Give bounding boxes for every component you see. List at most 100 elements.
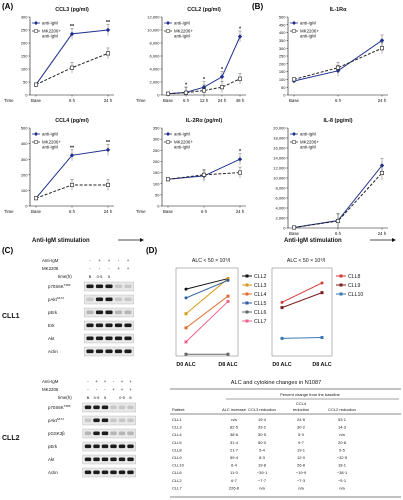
blot-band (114, 349, 123, 354)
x-tick-label: 12 h (200, 98, 209, 103)
blot1-rows: p70S6KT389 pAktS473 pErk Erk Akt Actin (48, 281, 134, 357)
lane-mk2206: + (127, 266, 130, 271)
data-point (379, 171, 384, 176)
y-tick-label: 150 (153, 170, 160, 175)
table-cell: 14·3 (338, 425, 347, 430)
data-point (105, 27, 111, 33)
significance-mark: * (203, 77, 206, 83)
blot-band (110, 444, 117, 449)
panel-label-c: (C) (2, 246, 13, 255)
y-tick-label: 500 (21, 126, 28, 131)
table-row: CLL4 38·6 30·5 5·3 n/a (172, 432, 346, 437)
table-cell: n/a (259, 485, 265, 490)
blot-band (86, 349, 94, 354)
x-tick-label: 24 h (104, 98, 113, 103)
table-column-header: Patient (172, 407, 185, 412)
table-cell: CLL10 (172, 463, 185, 468)
table-cell: −38·1 (337, 470, 348, 475)
legend-marker (339, 274, 343, 278)
blot-band (124, 284, 132, 289)
lane-mk2206: - (108, 266, 110, 271)
chart-title: CCL4 (pg/ml) (55, 118, 89, 124)
blot-row-label: Akt (48, 336, 55, 341)
time-label: Time (136, 98, 146, 103)
data-point (379, 46, 384, 51)
blot-band (86, 336, 94, 341)
series-line-2 (167, 78, 241, 95)
table-row: CLL10 6·4 19·8 26·8 18·1 (172, 463, 347, 468)
data-point (184, 312, 188, 316)
series-line-2 (167, 172, 241, 180)
y-tick-label: 250 (21, 28, 28, 33)
y-tick-label: 300 (153, 137, 160, 142)
y-tick-label: 0 (157, 204, 160, 209)
lane-anti-igm: - (89, 258, 91, 263)
chart-title: IL-8 (pg/ml) (323, 118, 352, 124)
y-tick-label: 0 (25, 93, 28, 98)
significance-mark: * (239, 27, 242, 33)
lane-mk2206: + (121, 387, 124, 392)
x-tick-label: 24 h (104, 209, 113, 214)
blot-row-label: pAktS473 (48, 417, 64, 423)
lane-time: 0·5 (97, 274, 104, 279)
legend-marker (245, 301, 249, 305)
data-point (226, 277, 230, 281)
blot-strip (82, 441, 136, 452)
blot-band (124, 297, 132, 302)
blot-band (124, 310, 132, 315)
y-tick-label: 50 (23, 80, 28, 85)
y-tick-label: 400 (21, 141, 28, 146)
chart-title: IL-2Rα (pg/ml) (186, 118, 222, 124)
lane-mk2206: - (99, 266, 101, 271)
y-tick-label: 200 (21, 172, 28, 177)
data-point (237, 157, 243, 162)
data-point (320, 291, 324, 295)
blot-band (101, 457, 109, 462)
table-cell: CLL8 (172, 447, 182, 452)
table-cell: CLL5 (172, 440, 182, 445)
blot-band (101, 405, 109, 410)
blot-band (127, 470, 134, 475)
y-tick-label: 250 (279, 54, 286, 59)
legend-marker (339, 283, 343, 287)
blot-band (118, 431, 126, 436)
data-point (291, 77, 296, 82)
series-line-cll4 (185, 295, 229, 329)
table-cell: 21·7 (230, 447, 239, 452)
table-cell: CLL1 (172, 417, 182, 422)
table-cell: −5·1 (338, 478, 347, 483)
time-label: Time (4, 209, 14, 214)
y-tick-label: 10,000 (273, 176, 286, 181)
table-cell: 19·1 (297, 447, 306, 452)
blot2-rows: p70S6KT389 pAktS473 pGSK3β pErk Akt Actin (48, 402, 136, 478)
legend-label: anti-IgM (300, 132, 316, 137)
table-cell: 9·7 (298, 440, 305, 445)
data-point (280, 306, 284, 310)
legend-label: anti-IgM (42, 21, 58, 26)
chart-title: CCL2 (pg/ml) (187, 7, 221, 13)
blot-strip (82, 467, 136, 478)
chart-ccl3: CCL3 (pg/ml) 0 50 100 150 200 250 300 Base 6 h 24 … (4, 7, 114, 103)
table-row: CLL9 59·4 8·3 12·0 −32·5 (172, 455, 348, 460)
blot-band (84, 470, 92, 475)
table-row: CLL8 21·7 5·4 19·1 9·5 (172, 447, 346, 452)
data-point (166, 177, 171, 182)
data-point (184, 352, 188, 356)
blot-band (95, 310, 104, 315)
blot-band (105, 284, 113, 289)
table-row: CLL6 11·0 −39·1 −19·9 −38·1 (172, 470, 348, 475)
y-tick-label: 14,000 (273, 156, 286, 161)
chart-ccl2: CCL2 (pg/ml) 0 2,000 4,000 6,000 8,000 10,000 1… (136, 7, 246, 103)
legend-marker (34, 29, 38, 33)
blot-band (110, 431, 117, 436)
y-tick-label: 6,000 (149, 54, 160, 59)
data-point (184, 90, 189, 95)
blot-band (127, 431, 134, 436)
data-point (291, 225, 296, 230)
blot-row-label: pAktS473 (48, 296, 64, 302)
table-cell: CLL9 (172, 455, 182, 460)
lane-time: 5 (104, 395, 107, 400)
legend-label: CLL6 (254, 310, 267, 316)
